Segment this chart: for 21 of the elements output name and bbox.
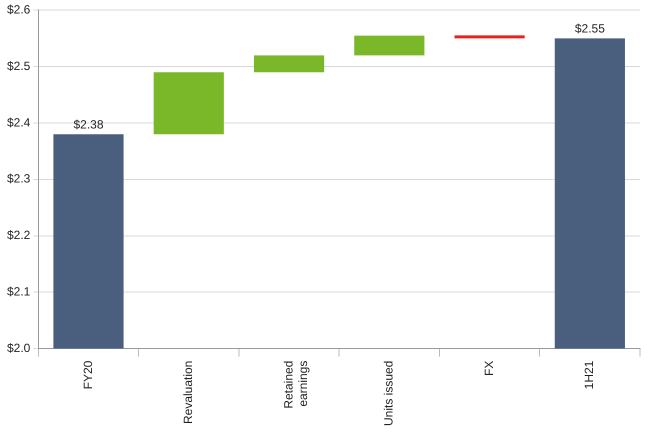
y-tick-label: $2.5 [6, 58, 31, 73]
x-tick-label: Units issued [382, 360, 396, 426]
bar [154, 72, 224, 134]
x-tick-label: FX [482, 360, 496, 376]
bar [554, 38, 625, 349]
x-tick-label: Revaluation [181, 360, 196, 424]
x-tick-label: FY20 [80, 360, 95, 390]
bar [53, 134, 124, 349]
data-label: $2.55 [574, 22, 606, 36]
y-tick-label: $2.1 [6, 284, 31, 299]
x-tick-label: 1H21 [582, 360, 596, 390]
y-tick-label: $2.2 [6, 228, 31, 242]
data-label: $2.38 [73, 118, 104, 132]
bar [354, 36, 424, 56]
y-tick-label: $2.3 [6, 172, 31, 186]
y-tick-label: $2.4 [6, 115, 31, 130]
y-tick-label: $2.6 [6, 2, 31, 17]
y-tick-label: $2.0 [6, 340, 31, 355]
bar [254, 55, 324, 72]
x-tick-label: Retained earnings [281, 360, 310, 409]
bar [454, 35, 525, 38]
